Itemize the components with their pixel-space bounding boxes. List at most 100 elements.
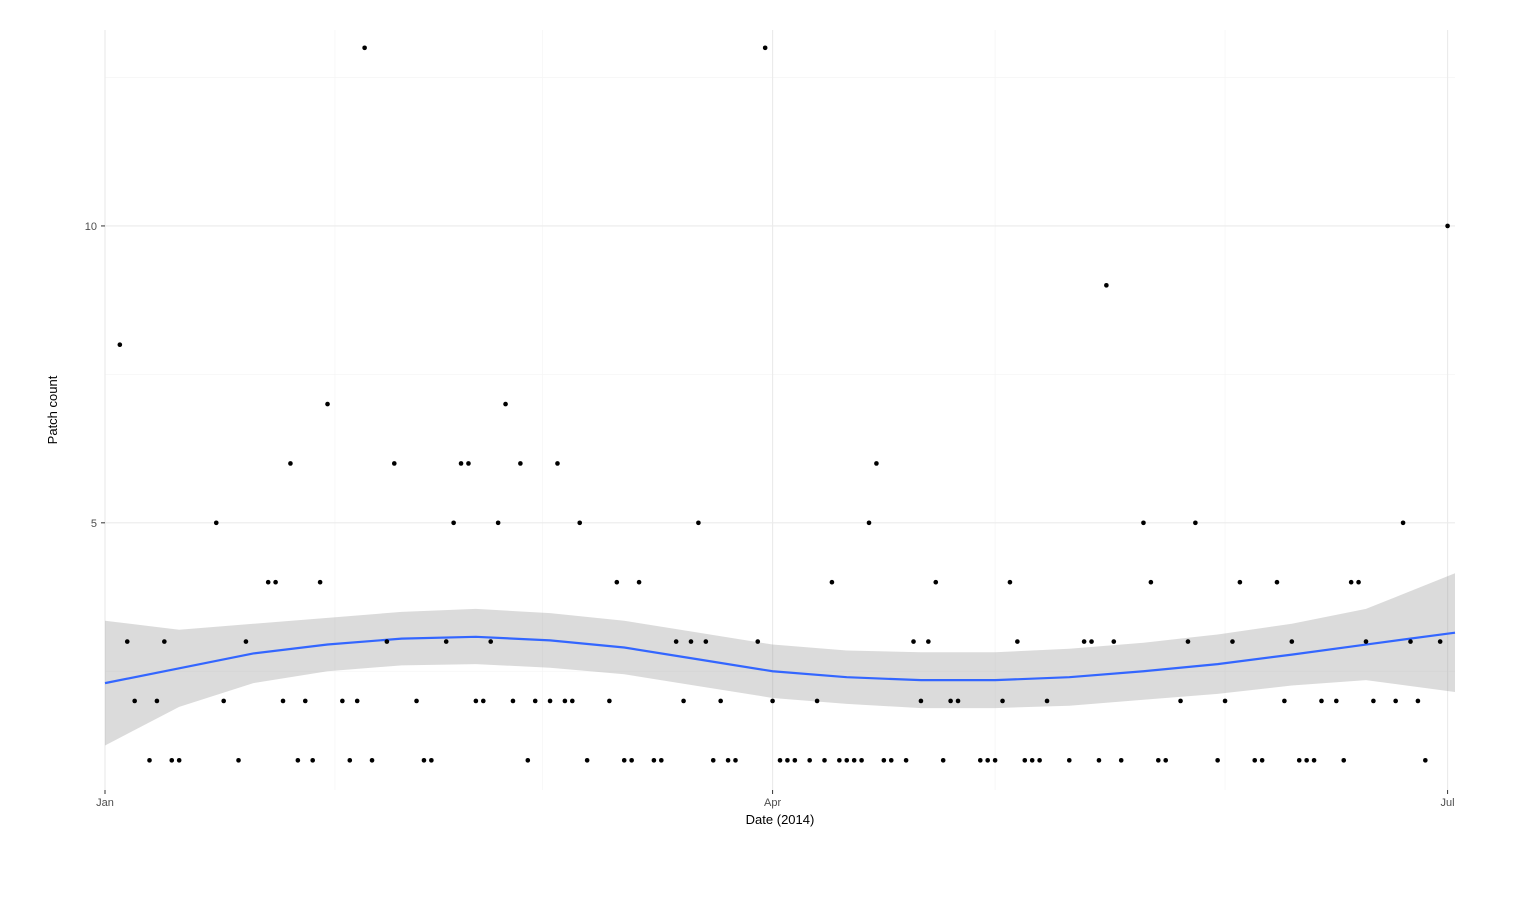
data-point	[481, 699, 486, 704]
data-point	[1163, 758, 1168, 763]
data-point	[318, 580, 323, 585]
data-point	[118, 342, 123, 347]
data-point	[466, 461, 471, 466]
data-point	[429, 758, 434, 763]
data-point	[162, 639, 167, 644]
x-tick-label: Jan	[96, 797, 114, 809]
data-point	[1364, 639, 1369, 644]
data-point	[867, 521, 872, 526]
data-point	[518, 461, 523, 466]
data-point	[1030, 758, 1035, 763]
data-point	[1067, 758, 1072, 763]
data-point	[1356, 580, 1361, 585]
data-point	[659, 758, 664, 763]
data-point	[1401, 521, 1406, 526]
data-point	[1275, 580, 1280, 585]
data-point	[933, 580, 938, 585]
data-point	[1334, 699, 1339, 704]
data-point	[451, 521, 456, 526]
data-point	[1393, 699, 1398, 704]
data-point	[1022, 758, 1027, 763]
data-point	[340, 699, 345, 704]
data-point	[1290, 639, 1295, 644]
data-point	[726, 758, 731, 763]
chart-container: JanAprJul510Date (2014)Patch count	[0, 0, 1520, 916]
data-point	[948, 699, 953, 704]
data-point	[325, 402, 330, 407]
data-point	[1408, 639, 1413, 644]
data-point	[155, 699, 160, 704]
data-point	[414, 699, 419, 704]
data-point	[733, 758, 738, 763]
data-point	[1282, 699, 1287, 704]
data-point	[1230, 639, 1235, 644]
data-point	[303, 699, 308, 704]
data-point	[1186, 639, 1191, 644]
data-point	[1141, 521, 1146, 526]
data-point	[778, 758, 783, 763]
data-point	[169, 758, 174, 763]
scatter-chart: JanAprJul510Date (2014)Patch count	[0, 0, 1520, 916]
data-point	[704, 639, 709, 644]
data-point	[844, 758, 849, 763]
data-point	[1082, 639, 1087, 644]
data-point	[1089, 639, 1094, 644]
data-point	[904, 758, 909, 763]
data-point	[1015, 639, 1020, 644]
data-point	[1149, 580, 1154, 585]
data-point	[770, 699, 775, 704]
data-point	[1416, 699, 1421, 704]
data-point	[1037, 758, 1042, 763]
data-point	[859, 758, 864, 763]
data-point	[1312, 758, 1317, 763]
x-tick-label: Apr	[764, 797, 781, 809]
data-point	[978, 758, 983, 763]
data-point	[941, 758, 946, 763]
data-point	[807, 758, 812, 763]
data-point	[511, 699, 516, 704]
data-point	[347, 758, 352, 763]
data-point	[125, 639, 130, 644]
data-point	[852, 758, 857, 763]
data-point	[288, 461, 293, 466]
data-point	[1260, 758, 1265, 763]
data-point	[236, 758, 241, 763]
data-point	[956, 699, 961, 704]
data-point	[1156, 758, 1161, 763]
y-axis-label: Patch count	[45, 375, 60, 444]
data-point	[385, 639, 390, 644]
data-point	[1223, 699, 1228, 704]
data-point	[310, 758, 315, 763]
data-point	[370, 758, 375, 763]
data-point	[422, 758, 427, 763]
y-tick-label: 5	[91, 518, 97, 530]
data-point	[503, 402, 508, 407]
data-point	[674, 639, 679, 644]
data-point	[822, 758, 827, 763]
data-point	[1252, 758, 1257, 763]
data-point	[622, 758, 627, 763]
data-point	[585, 758, 590, 763]
data-point	[711, 758, 716, 763]
data-point	[526, 758, 531, 763]
data-point	[548, 699, 553, 704]
data-point	[214, 521, 219, 526]
data-point	[355, 699, 360, 704]
data-point	[1193, 521, 1198, 526]
data-point	[177, 758, 182, 763]
data-point	[882, 758, 887, 763]
data-point	[266, 580, 271, 585]
data-point	[926, 639, 931, 644]
data-point	[755, 639, 760, 644]
data-point	[1371, 699, 1376, 704]
data-point	[1341, 758, 1346, 763]
data-point	[1000, 699, 1005, 704]
data-point	[1304, 758, 1309, 763]
data-point	[919, 699, 924, 704]
data-point	[911, 639, 916, 644]
data-point	[1111, 639, 1116, 644]
data-point	[785, 758, 790, 763]
data-point	[570, 699, 575, 704]
data-point	[362, 46, 367, 51]
data-point	[1104, 283, 1109, 288]
